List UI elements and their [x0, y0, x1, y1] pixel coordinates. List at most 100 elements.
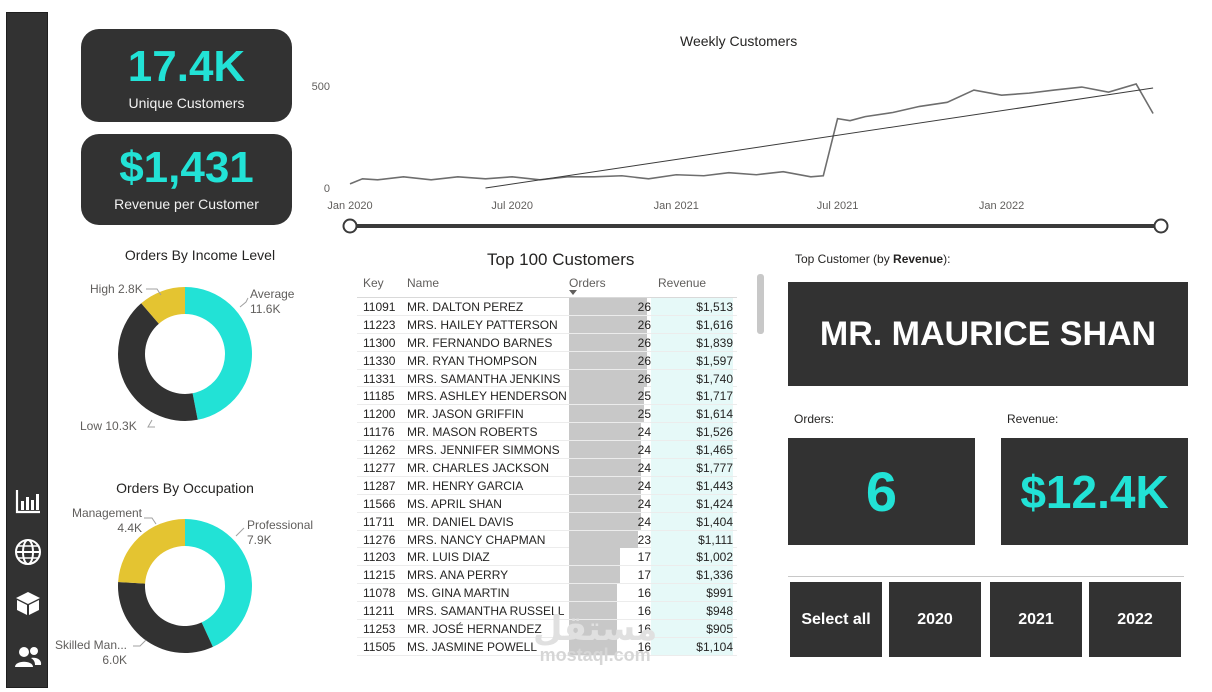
cell-orders: 26 [637, 300, 651, 314]
cell-revenue: $905 [706, 622, 733, 637]
table-row[interactable]: 11711 MR. DANIEL DAVIS 24 $1,404 [357, 512, 737, 531]
income-chart-title: Orders By Income Level [124, 247, 276, 263]
occupation-slice-2[interactable] [118, 519, 185, 584]
occupation-slice-0[interactable] [185, 519, 252, 647]
line-chart-title: Weekly Customers [680, 33, 798, 49]
bar-chart-icon[interactable] [10, 483, 46, 519]
x-tick-label: Jul 2020 [491, 200, 533, 212]
cell-revenue: $1,424 [696, 496, 733, 511]
income-slice-0[interactable] [185, 287, 252, 420]
orders-bar [569, 476, 641, 494]
cell-key: 11331 [363, 371, 396, 386]
cell-name: MS. GINA MARTIN [407, 586, 510, 601]
cell-name: MR. HENRY GARCIA [407, 478, 524, 493]
income-donut-chart [118, 287, 252, 428]
revenue-cell-bg [651, 298, 733, 315]
table-row[interactable]: 11566 MS. APRIL SHAN 24 $1,424 [357, 494, 737, 513]
orders-value: 6 [788, 438, 975, 545]
cell-key: 11211 [363, 604, 395, 619]
cell-orders: 24 [637, 514, 651, 529]
table-row[interactable]: 11262 MRS. JENNIFER SIMMONS 24 $1,465 [357, 441, 737, 460]
watermark: مستقل mostaql.com [533, 610, 658, 665]
table-scrollbar[interactable] [757, 274, 764, 334]
income-leader-line-1 [239, 297, 249, 308]
sort-desc-icon [569, 290, 577, 295]
cell-revenue: $1,404 [696, 514, 733, 529]
orders-bar [569, 333, 647, 351]
cell-key: 11203 [363, 550, 396, 565]
orders-bar [569, 530, 638, 548]
col-name[interactable]: Name [407, 276, 440, 290]
table-row[interactable]: 11176 MR. MASON ROBERTS 24 $1,526 [357, 423, 737, 442]
slicer-2021[interactable]: 2021 [990, 582, 1082, 657]
table-row[interactable]: 11200 MR. JASON GRIFFIN 25 $1,614 [357, 405, 737, 424]
table-row[interactable]: 11276 MRS. NANCY CHAPMAN 23 $1,111 [357, 530, 737, 549]
col-key[interactable]: Key [363, 276, 384, 290]
table-row[interactable]: 11203 MR. LUIS DIAZ 17 $1,002 [357, 548, 737, 567]
income-leader-line-2 [147, 419, 155, 428]
table-row[interactable]: 11215 MRS. ANA PERRY 17 $1,336 [357, 566, 737, 585]
cell-key: 11330 [363, 353, 396, 368]
revenue-value: $12.4K [1001, 438, 1188, 545]
table-row[interactable]: 11253 MR. JOSÉ HERNANDEZ 16 $905 [357, 620, 737, 638]
users-icon[interactable] [10, 639, 46, 675]
cell-key: 11215 [363, 568, 396, 583]
date-range-start-handle[interactable] [342, 218, 358, 234]
revenue-cell-bg [651, 584, 733, 602]
series-line-weekly-customers[interactable] [349, 83, 1154, 185]
orders-bar [569, 387, 644, 405]
occupation-donut-chart [118, 517, 252, 653]
cell-orders: 26 [637, 317, 651, 332]
cell-name: MRS. ANA PERRY [407, 568, 509, 583]
orders-bar [569, 405, 644, 423]
cell-name: MR. DALTON PEREZ [407, 300, 524, 314]
table-row[interactable]: 11330 MR. RYAN THOMPSON 26 $1,597 [357, 351, 737, 370]
income-slice-2[interactable] [141, 287, 185, 324]
col-revenue[interactable]: Revenue [658, 276, 707, 290]
table-row[interactable]: 11331 MRS. SAMANTHA JENKINS 26 $1,740 [357, 369, 737, 388]
cell-orders: 16 [637, 586, 651, 601]
table-row[interactable]: 11091 MR. DALTON PEREZ 26 $1,513 [357, 298, 737, 316]
occupation-label-skilled: Skilled Man... 6.0K [54, 638, 127, 667]
trend-line [485, 87, 1154, 189]
cell-revenue: $991 [706, 586, 733, 601]
table-row[interactable]: 11078 MS. GINA MARTIN 16 $991 [357, 584, 737, 603]
slicer-2020[interactable]: 2020 [889, 582, 981, 657]
cell-name: MR. JASON GRIFFIN [407, 407, 524, 422]
slicer-2022[interactable]: 2022 [1089, 582, 1181, 657]
orders-bar [569, 566, 620, 584]
kpi-value: 17.4K [127, 42, 246, 91]
table-row[interactable]: 11277 MR. CHARLES JACKSON 24 $1,777 [357, 459, 737, 477]
revenue-cell-bg [651, 441, 733, 459]
table-row[interactable]: 11185 MRS. ASHLEY HENDERSON 25 $1,717 [357, 387, 737, 406]
table-row[interactable]: 11223 MRS. HAILEY PATTERSON 26 $1,616 [357, 315, 737, 334]
table-row[interactable]: 11505 MS. JASMINE POWELL 16 $1,104 [357, 637, 737, 656]
occupation-leader-line-1 [235, 527, 245, 537]
col-orders[interactable]: Orders [569, 276, 606, 290]
revenue-cell-bg [651, 548, 733, 566]
cell-name: MR. FERNANDO BARNES [407, 335, 553, 350]
cell-orders: 26 [637, 371, 651, 386]
cell-key: 11176 [363, 425, 395, 440]
slicer-select-all[interactable]: Select all [790, 582, 882, 657]
table-row[interactable]: 11211 MRS. SAMANTHA RUSSELL 16 $948 [357, 602, 737, 621]
cell-revenue: $1,465 [696, 443, 733, 458]
cell-key: 11200 [363, 407, 396, 422]
cell-revenue: $1,513 [696, 300, 733, 314]
cell-name: MRS. ASHLEY HENDERSON [407, 389, 567, 404]
occupation-slice-1[interactable] [118, 581, 213, 653]
table-title: Top 100 Customers [487, 250, 635, 269]
cell-revenue: $1,616 [696, 317, 733, 332]
side-nav [6, 12, 48, 688]
globe-icon[interactable] [10, 534, 46, 570]
cell-orders: 25 [637, 389, 651, 404]
table-header: Key Name Orders Revenue [357, 274, 737, 298]
table-row[interactable]: 11300 MR. FERNANDO BARNES 26 $1,839 [357, 333, 737, 352]
box-icon[interactable] [10, 585, 46, 621]
revenue-cell-bg [651, 512, 733, 530]
date-range-end-handle[interactable] [1153, 218, 1169, 234]
table-row[interactable]: 11287 MR. HENRY GARCIA 24 $1,443 [357, 476, 737, 495]
cell-key: 11276 [363, 532, 396, 547]
kpi-label: Revenue per Customer [114, 196, 259, 212]
income-slice-1[interactable] [118, 303, 198, 421]
